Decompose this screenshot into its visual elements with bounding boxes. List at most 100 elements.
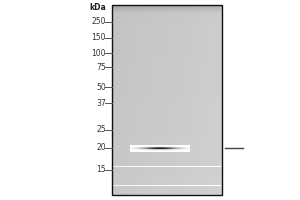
Bar (176, 145, 177, 146)
Bar (177, 145, 178, 146)
Bar (182, 148, 183, 149)
Bar (112, 148, 222, 149)
Bar (130, 148, 131, 149)
Bar (182, 147, 183, 148)
Bar (167, 150, 168, 151)
Bar (138, 5, 140, 195)
Bar (198, 5, 200, 195)
Bar (189, 145, 190, 146)
Bar (112, 107, 222, 108)
Bar (164, 144, 165, 145)
Text: 25: 25 (96, 126, 106, 134)
Bar (112, 152, 222, 153)
Bar (171, 149, 172, 150)
Bar (168, 151, 169, 152)
Bar (151, 149, 152, 150)
Bar (114, 5, 116, 195)
Bar (165, 5, 167, 195)
Bar (141, 150, 142, 151)
Bar (130, 149, 131, 150)
Bar (139, 150, 140, 151)
Bar (112, 63, 222, 64)
Bar (112, 171, 222, 172)
Bar (112, 137, 222, 138)
Bar (164, 151, 165, 152)
Bar (112, 94, 222, 95)
Bar (162, 151, 163, 152)
Bar (123, 5, 125, 195)
Bar (112, 85, 222, 86)
Bar (142, 148, 143, 149)
Bar (136, 5, 138, 195)
Bar (186, 146, 187, 147)
Bar (167, 147, 168, 148)
Bar (132, 147, 133, 148)
Bar (141, 148, 142, 149)
Bar (112, 83, 222, 84)
Bar (165, 144, 166, 145)
Bar (112, 134, 222, 135)
Bar (112, 126, 222, 127)
Bar (137, 148, 138, 149)
Bar (147, 144, 148, 145)
Bar (132, 145, 133, 146)
Bar (112, 153, 222, 154)
Bar (130, 147, 131, 148)
Bar (191, 5, 193, 195)
Bar (151, 148, 152, 149)
Bar (188, 148, 189, 149)
Bar (136, 150, 137, 151)
Bar (137, 150, 138, 151)
Bar (145, 145, 146, 146)
Bar (162, 149, 163, 150)
Bar (176, 149, 177, 150)
Bar (112, 116, 222, 117)
Bar (170, 148, 171, 149)
Bar (189, 144, 190, 145)
Bar (131, 144, 132, 145)
Bar (112, 22, 222, 23)
Bar (172, 147, 173, 148)
Bar (112, 17, 222, 18)
Bar (183, 151, 184, 152)
Text: 150: 150 (92, 33, 106, 43)
Bar (189, 147, 190, 148)
Bar (112, 191, 222, 192)
Bar (137, 145, 138, 146)
Bar (159, 145, 160, 146)
Bar (112, 101, 222, 102)
Bar (181, 144, 182, 145)
Bar (178, 146, 179, 147)
Bar (112, 133, 222, 134)
Bar (161, 146, 162, 147)
Bar (130, 150, 131, 151)
Bar (112, 121, 222, 122)
Bar (171, 148, 172, 149)
Bar (174, 146, 175, 147)
Bar (168, 144, 169, 145)
Bar (132, 144, 133, 145)
Bar (167, 144, 168, 145)
Bar (112, 127, 222, 128)
Bar (155, 149, 156, 150)
Bar (179, 148, 180, 149)
Bar (161, 5, 163, 195)
Bar (112, 62, 222, 63)
Bar (147, 145, 148, 146)
Bar (112, 76, 222, 77)
Bar (151, 145, 152, 146)
Bar (167, 5, 169, 195)
Bar (112, 70, 222, 71)
Bar (156, 147, 157, 148)
Bar (183, 145, 184, 146)
Bar (177, 147, 178, 148)
Bar (130, 151, 131, 152)
Bar (112, 51, 222, 52)
Bar (139, 144, 140, 145)
Bar (131, 150, 132, 151)
Bar (188, 144, 189, 145)
Bar (112, 147, 222, 148)
Bar (154, 151, 155, 152)
Bar (112, 136, 222, 137)
Bar (163, 148, 164, 149)
